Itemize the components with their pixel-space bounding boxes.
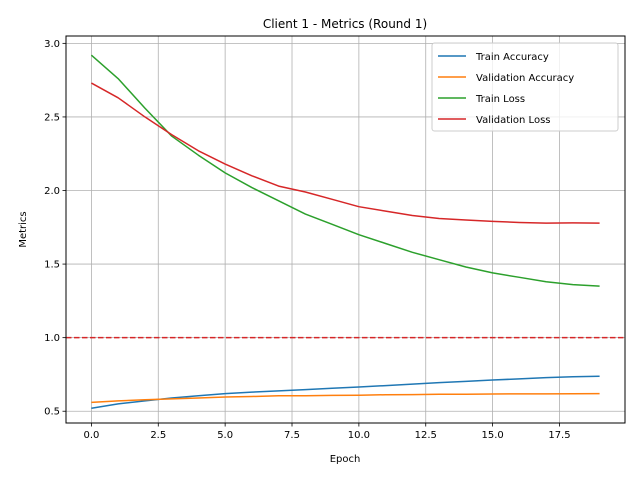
y-tick-label: 0.5: [44, 407, 60, 418]
x-tick-label: 15.0: [481, 430, 503, 441]
y-tick-label: 1.0: [44, 333, 60, 344]
plot-frame: [65, 35, 626, 424]
x-axis-label: Epoch: [330, 454, 361, 465]
x-tick-label: 10.0: [348, 430, 370, 441]
y-axis-ticks: 0.5 1.0 1.5 2.0 2.5 3.0: [44, 39, 66, 418]
y-axis-label: Metrics: [18, 211, 29, 247]
x-tick-label: 2.5: [150, 430, 166, 441]
x-tick-label: 12.5: [415, 430, 437, 441]
y-tick-label: 3.0: [44, 39, 60, 50]
legend: Train Accuracy Validation Accuracy Train L…: [431, 42, 619, 132]
x-tick-label: 17.5: [548, 430, 570, 441]
y-tick-label: 2.0: [44, 186, 60, 197]
train-loss-line: [90, 54, 600, 287]
legend-label-train-accuracy: Train Accuracy: [475, 52, 549, 63]
validation-loss-line: [91, 82, 600, 224]
x-axis-ticks: 0.0 2.5 5.0 7.5 10.0 12.5 15.0 17.5: [83, 423, 571, 441]
plot-lines: [66, 54, 625, 410]
validation-accuracy-line: [91, 392, 600, 404]
legend-label-validation-loss: Validation Loss: [476, 115, 551, 126]
x-tick-label: 0.0: [83, 430, 99, 441]
train-accuracy-line: [91, 375, 600, 410]
chart-title: Client 1 - Metrics (Round 1): [263, 17, 427, 31]
legend-label-validation-accuracy: Validation Accuracy: [476, 73, 574, 84]
x-tick-label: 5.0: [217, 430, 233, 441]
y-tick-label: 2.5: [44, 112, 60, 123]
x-tick-label: 7.5: [284, 430, 300, 441]
y-tick-label: 1.5: [44, 260, 60, 271]
legend-box: [431, 42, 619, 132]
legend-label-train-loss: Train Loss: [475, 94, 525, 105]
